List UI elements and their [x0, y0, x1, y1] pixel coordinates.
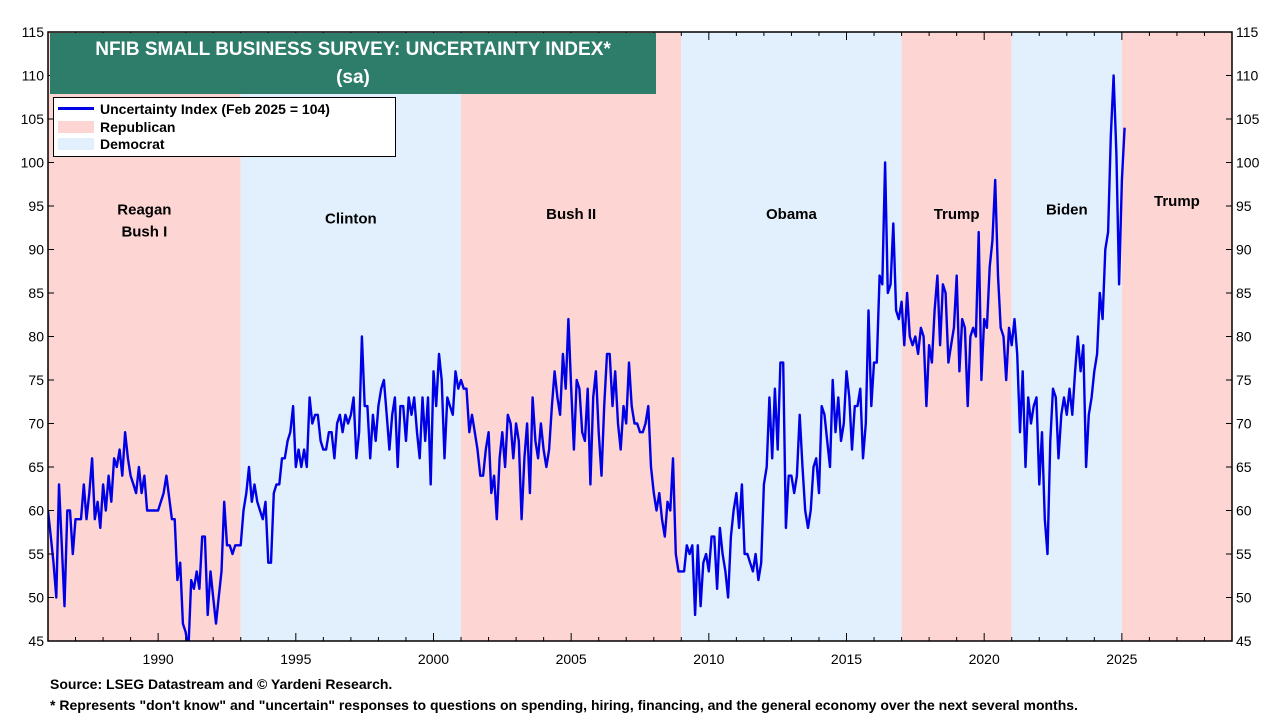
era-label-1-0: Clinton	[325, 210, 377, 227]
footer-source: Source: LSEG Datastream and © Yardeni Re…	[50, 676, 393, 692]
legend: Uncertainty Index (Feb 2025 = 104) Repub…	[53, 97, 396, 157]
y-tick-label-right-110: 110	[1236, 68, 1259, 84]
axes: 45 45 50 50 55 55 60 60 65 65 70 70 75 75 80 80 85 85 90 90…	[21, 24, 1260, 667]
era-label-6-0: Trump	[1154, 193, 1200, 210]
band-republican-4	[901, 32, 1012, 641]
y-tick-label-right-95: 95	[1236, 198, 1252, 214]
y-tick-label-left-85: 85	[28, 285, 44, 301]
y-tick-label-left-80: 80	[28, 329, 44, 345]
era-label-3-0: Obama	[766, 206, 818, 223]
y-tick-label-right-100: 100	[1236, 155, 1260, 171]
x-tick-label-2020: 2020	[969, 651, 1000, 667]
y-tick-label-right-75: 75	[1236, 372, 1252, 388]
y-tick-label-right-55: 55	[1236, 546, 1252, 562]
y-tick-label-left-60: 60	[28, 503, 44, 519]
y-tick-label-left-95: 95	[28, 198, 44, 214]
y-tick-label-left-50: 50	[28, 590, 44, 606]
y-tick-label-left-65: 65	[28, 459, 44, 475]
y-tick-label-right-80: 80	[1236, 329, 1252, 345]
y-tick-label-right-60: 60	[1236, 503, 1252, 519]
footer-note: * Represents "don't know" and "uncertain…	[50, 697, 1078, 713]
y-tick-label-right-70: 70	[1236, 416, 1252, 432]
y-tick-label-left-45: 45	[28, 633, 44, 649]
legend-series-swatch	[58, 107, 94, 110]
legend-item-series: Uncertainty Index (Feb 2025 = 104)	[58, 100, 330, 117]
x-tick-label-2005: 2005	[556, 651, 587, 667]
legend-republican-swatch	[58, 120, 94, 133]
band-democrat-5	[1011, 32, 1122, 641]
x-tick-label-1995: 1995	[280, 651, 311, 667]
era-label-5-0: Biden	[1046, 202, 1088, 219]
x-tick-label-2010: 2010	[693, 651, 724, 667]
series-line-0	[48, 74, 1126, 641]
band-republican-2	[461, 32, 682, 641]
era-label-0-0: Reagan	[117, 202, 171, 219]
legend-republican-label: Republican	[100, 118, 176, 135]
band-republican-6	[1121, 32, 1232, 641]
chart-title-line1: NFIB SMALL BUSINESS SURVEY: UNCERTAINTY …	[95, 39, 611, 60]
x-tick-label-1990: 1990	[143, 651, 174, 667]
chart-title-line2: (sa)	[336, 67, 370, 88]
y-tick-label-right-90: 90	[1236, 242, 1252, 258]
x-tick-label-2015: 2015	[831, 651, 862, 667]
y-tick-label-left-100: 100	[21, 155, 45, 171]
y-tick-label-left-90: 90	[28, 242, 44, 258]
y-tick-label-left-70: 70	[28, 416, 44, 432]
era-label-2-0: Bush II	[546, 206, 596, 223]
y-tick-label-right-50: 50	[1236, 590, 1252, 606]
y-tick-label-left-55: 55	[28, 546, 44, 562]
y-tick-label-left-75: 75	[28, 372, 44, 388]
legend-democrat-swatch	[58, 137, 94, 150]
era-labels: Reagan Bush I Clinton Bush II Obama Trump Bide…	[117, 193, 1200, 241]
y-tick-label-left-105: 105	[21, 111, 45, 127]
legend-democrat-label: Democrat	[100, 135, 165, 152]
legend-series-label: Uncertainty Index (Feb 2025 = 104)	[100, 100, 330, 117]
y-tick-label-left-110: 110	[22, 68, 45, 84]
y-tick-label-right-65: 65	[1236, 459, 1252, 475]
y-tick-label-left-115: 115	[22, 24, 45, 40]
x-tick-label-2025: 2025	[1106, 651, 1137, 667]
legend-item-republican: Republican	[58, 118, 175, 135]
band-democrat-3	[681, 32, 902, 641]
y-tick-label-right-115: 115	[1236, 24, 1259, 40]
y-tick-label-right-105: 105	[1236, 111, 1260, 127]
y-tick-label-right-85: 85	[1236, 285, 1252, 301]
chart-title: NFIB SMALL BUSINESS SURVEY: UNCERTAINTY …	[50, 33, 656, 94]
x-tick-label-2000: 2000	[418, 651, 449, 667]
era-label-4-0: Trump	[934, 206, 980, 223]
series-layer	[48, 74, 1126, 641]
y-tick-label-right-45: 45	[1236, 633, 1252, 649]
era-label-0-1: Bush I	[121, 224, 167, 241]
legend-item-democrat: Democrat	[58, 135, 165, 152]
